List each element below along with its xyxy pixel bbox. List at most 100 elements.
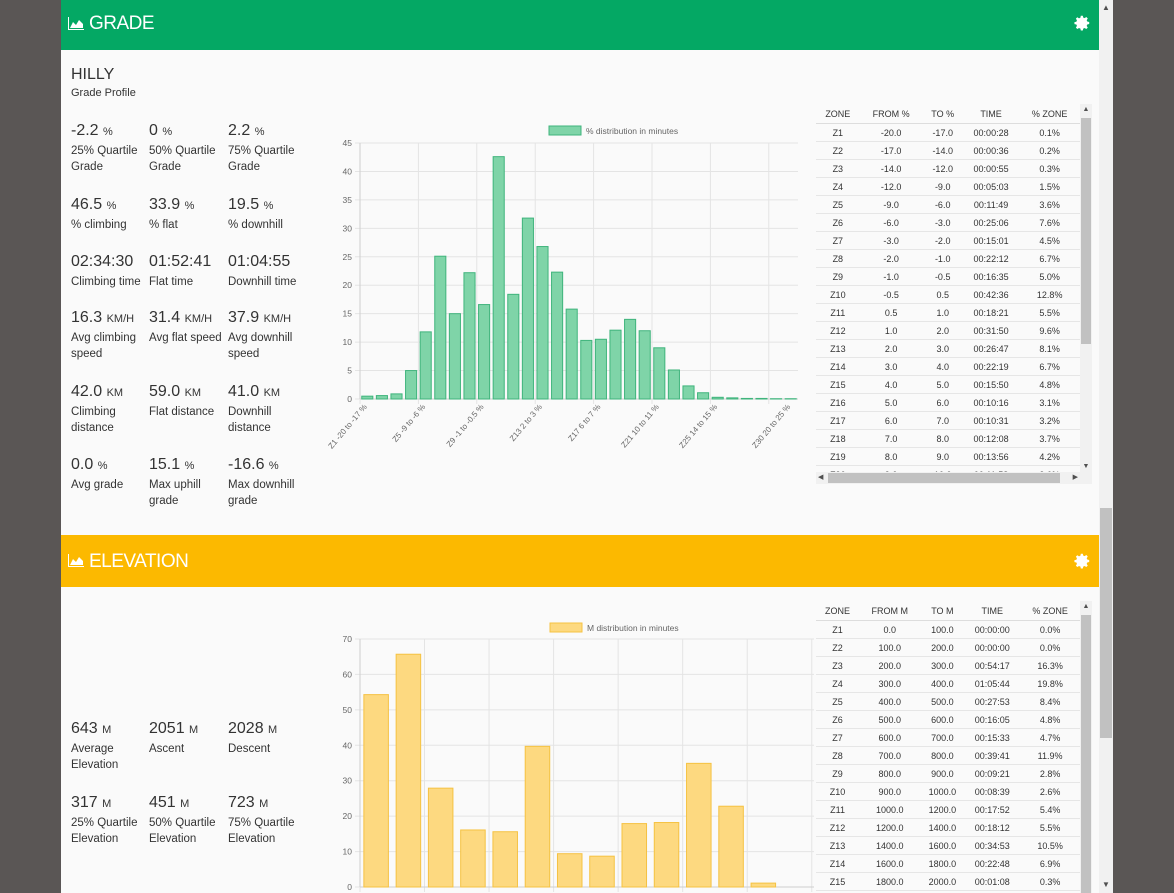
- scrollbar-thumb[interactable]: [1081, 615, 1091, 893]
- table-cell: 400.0: [920, 674, 965, 693]
- chart-bar[interactable]: [551, 271, 564, 400]
- chart-bar[interactable]: [463, 272, 476, 400]
- chart-legend[interactable]: M distribution in minutes: [549, 622, 679, 633]
- chart-bar[interactable]: [521, 217, 534, 400]
- chart-bar[interactable]: [478, 304, 491, 400]
- chart-bar[interactable]: [667, 369, 680, 400]
- table-cell: 4.0: [922, 357, 963, 376]
- chart-bar[interactable]: [711, 396, 724, 400]
- window-scrollbar-thumb[interactable]: [1100, 508, 1112, 738]
- table-cell: -12.0: [859, 177, 923, 196]
- chart-bar[interactable]: [589, 855, 615, 888]
- chart-bar[interactable]: [375, 395, 388, 400]
- table-cell: 1600.0: [920, 836, 965, 855]
- chart-bar[interactable]: [395, 653, 422, 888]
- chart-bar[interactable]: [390, 393, 403, 400]
- elevation-zone-table-wrap[interactable]: ZONE FROM M TO M TIME% ZONE Z1 0.0 100.0 00:00…: [816, 601, 1080, 893]
- scroll-left-icon[interactable]: ◀: [818, 474, 824, 481]
- chart-bar[interactable]: [427, 787, 454, 888]
- chart-bar[interactable]: [682, 385, 695, 400]
- table-cell: 2.0: [922, 321, 963, 340]
- table-cell: 4.8%: [1020, 710, 1080, 729]
- chart-bar[interactable]: [536, 246, 549, 400]
- scrollbar-thumb[interactable]: [1081, 118, 1091, 344]
- chart-bar[interactable]: [750, 882, 777, 888]
- chart-bar[interactable]: [565, 308, 578, 400]
- chart-bar[interactable]: [740, 397, 753, 400]
- column-header[interactable]: % ZONE: [1019, 104, 1080, 124]
- stat-value: 01:52:41: [149, 252, 229, 273]
- chart-bar[interactable]: [460, 829, 486, 888]
- chart-bar[interactable]: [726, 397, 739, 400]
- column-header[interactable]: FROM %: [859, 104, 923, 124]
- table-cell: Z2: [816, 638, 860, 657]
- scroll-up-icon[interactable]: ▲: [1102, 3, 1110, 12]
- column-header[interactable]: ZONE: [816, 601, 860, 621]
- gear-icon[interactable]: [1073, 14, 1091, 32]
- stat-label: Flat distance: [149, 406, 215, 418]
- chart-bar[interactable]: [653, 347, 666, 400]
- chart-bar[interactable]: [556, 853, 583, 888]
- chart-bar[interactable]: [686, 762, 712, 888]
- column-header[interactable]: TIME: [964, 601, 1021, 621]
- table-cell: -12.0: [922, 159, 963, 178]
- chart-bar[interactable]: [492, 156, 505, 400]
- scroll-up-icon[interactable]: ▲: [1082, 106, 1090, 113]
- stat-label: Max downhill grade: [228, 479, 295, 507]
- chart-bar[interactable]: [621, 823, 648, 888]
- chart-bar[interactable]: [609, 329, 622, 400]
- table-cell: 5.0: [859, 393, 923, 412]
- window-scrollbar-track[interactable]: [1099, 0, 1113, 893]
- stat-label: Climbing distance: [71, 406, 116, 434]
- chart-bar[interactable]: [448, 313, 461, 400]
- stat-unit: KM/H: [184, 313, 213, 325]
- chart-bar[interactable]: [492, 831, 518, 888]
- table-cell: 9.0: [922, 447, 963, 466]
- chart-bar[interactable]: [507, 293, 520, 400]
- gear-icon[interactable]: [1073, 552, 1091, 570]
- chart-bar[interactable]: [580, 339, 593, 400]
- table-cell: 7.6%: [1019, 213, 1080, 232]
- column-header[interactable]: TIME: [962, 104, 1020, 124]
- chart-bar[interactable]: [653, 822, 680, 888]
- stat-number: 37.9: [228, 309, 260, 326]
- table-cell: 00:39:41: [964, 746, 1021, 765]
- scrollbar-thumb[interactable]: [828, 473, 1060, 483]
- table-cell: 600.0: [920, 710, 965, 729]
- grade-table-hscrollbar[interactable]: ◀ ▶: [816, 472, 1092, 484]
- chart-bar[interactable]: [755, 397, 768, 400]
- scroll-up-icon[interactable]: ▲: [1082, 603, 1090, 610]
- column-header[interactable]: % ZONE: [1020, 601, 1080, 621]
- table-cell: 00:15:33: [964, 728, 1021, 747]
- chart-bar[interactable]: [361, 395, 374, 400]
- chart-bar[interactable]: [434, 255, 447, 400]
- elevation-table-vscrollbar[interactable]: ▲: [1080, 601, 1092, 893]
- chart-bar[interactable]: [419, 331, 432, 400]
- table-cell: 1800.0: [920, 854, 965, 873]
- chart-bar[interactable]: [405, 370, 418, 400]
- column-header[interactable]: TO M: [920, 601, 965, 621]
- stat-number: 2028: [228, 720, 264, 737]
- chart-bar[interactable]: [718, 805, 744, 888]
- scroll-down-icon[interactable]: ▼: [1102, 880, 1110, 889]
- grade-table-vscrollbar[interactable]: ▲ ▼: [1080, 104, 1092, 472]
- table-cell: 00:00:28: [962, 123, 1020, 142]
- column-header[interactable]: FROM M: [859, 601, 921, 621]
- column-header[interactable]: TO %: [922, 104, 963, 124]
- stat-item: 451 M 50% Quartile Elevation: [149, 793, 229, 847]
- chart-bar[interactable]: [697, 392, 710, 400]
- scroll-right-icon[interactable]: ▶: [1072, 474, 1078, 481]
- chart-bar[interactable]: [624, 318, 637, 400]
- chart-bar[interactable]: [363, 694, 389, 888]
- chart-legend[interactable]: % distribution in minutes: [548, 125, 678, 136]
- stat-item: 16.3 KM/H Avg climbing speed: [71, 308, 151, 362]
- grade-zone-table-wrap[interactable]: ZONE FROM % TO % TIME% ZONE Z1 -20.0 -17.0 00:…: [816, 104, 1080, 472]
- column-header[interactable]: ZONE: [816, 104, 860, 124]
- chart-bar[interactable]: [524, 745, 551, 888]
- scroll-down-icon[interactable]: ▼: [1082, 463, 1090, 470]
- chart-bar[interactable]: [594, 338, 607, 400]
- table-row: Z6 -6.0 -3.0 00:25:06 7.6%: [816, 213, 1080, 232]
- chart-bar[interactable]: [638, 330, 651, 400]
- stat-value: 01:04:55: [228, 252, 308, 273]
- stat-item: -2.2 % 25% Quartile Grade: [71, 121, 151, 175]
